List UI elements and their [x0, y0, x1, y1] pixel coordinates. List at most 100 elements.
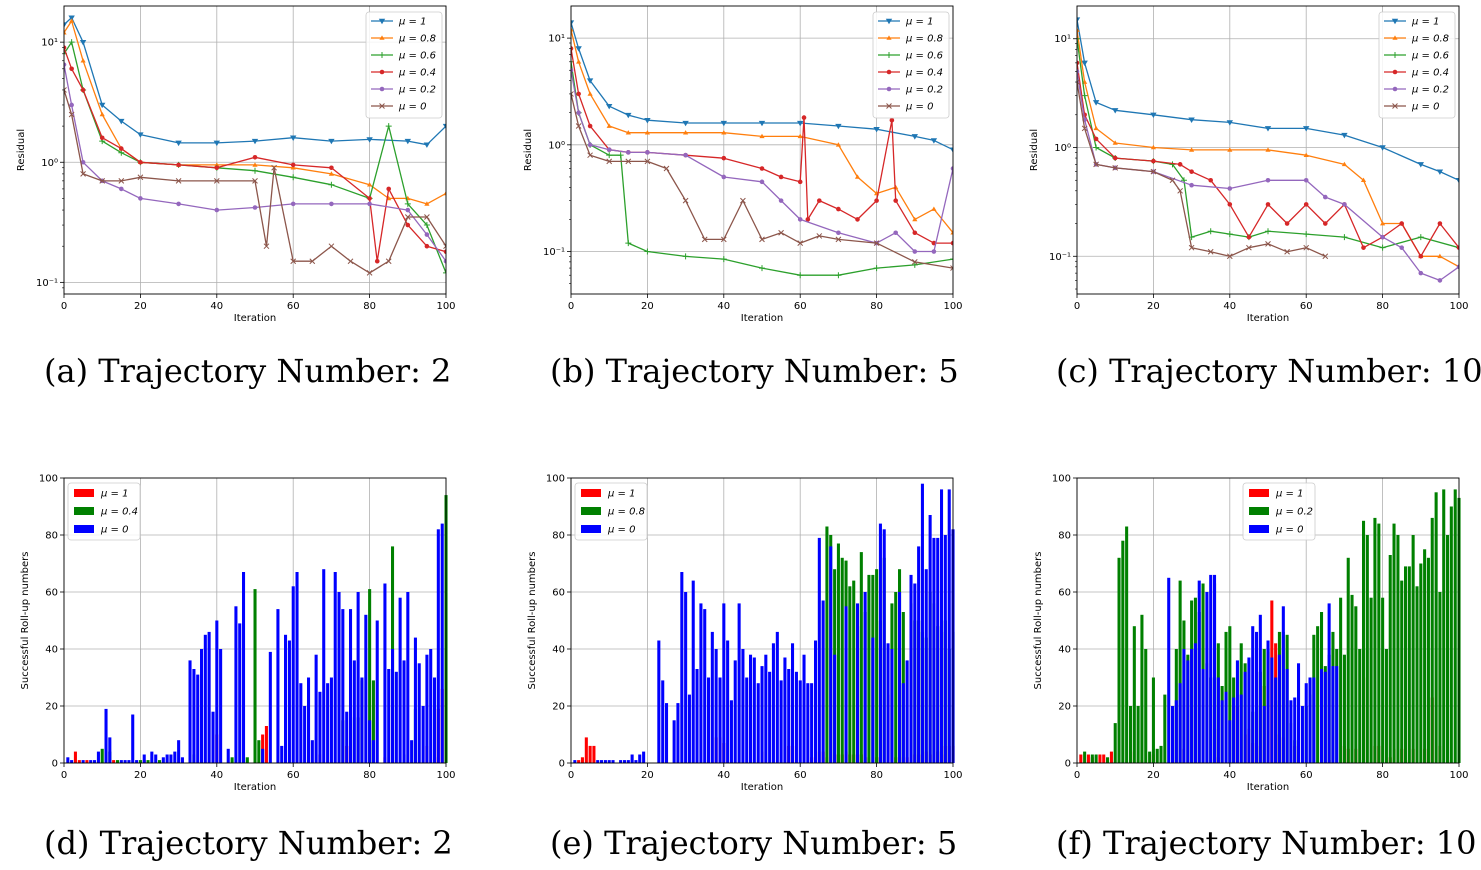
x-tick-label: 0	[1074, 301, 1080, 312]
y-tick-label: 10⁻¹	[36, 278, 58, 289]
bar	[802, 654, 806, 763]
series-6	[64, 87, 446, 276]
bar	[783, 657, 787, 763]
bar	[108, 737, 112, 763]
data-point	[1188, 117, 1195, 123]
bar	[1289, 700, 1293, 763]
data-point	[1437, 253, 1443, 259]
bar	[112, 760, 116, 763]
data-point	[1169, 177, 1176, 184]
data-point	[64, 87, 67, 93]
bar	[154, 754, 158, 763]
bar	[203, 634, 207, 764]
bar	[1109, 751, 1113, 763]
legend-swatch	[581, 525, 601, 533]
series-3	[66, 523, 444, 764]
data-point	[1303, 244, 1310, 251]
data-point	[251, 138, 259, 145]
plot-frame	[63, 5, 447, 295]
bar	[150, 751, 154, 763]
bar	[1251, 626, 1255, 763]
series-1	[64, 15, 446, 148]
bar	[276, 609, 280, 763]
bar	[936, 537, 940, 763]
bar	[391, 649, 395, 763]
data-point	[587, 123, 593, 129]
data-point	[443, 243, 446, 250]
x-tick-label: 0	[568, 770, 574, 781]
bar	[718, 677, 722, 763]
data-point	[213, 140, 220, 147]
legend-label: μ = 0.6	[1411, 51, 1449, 62]
data-point	[252, 154, 258, 160]
data-point	[625, 130, 631, 135]
data-point	[252, 167, 258, 174]
bar	[135, 760, 139, 763]
bar	[882, 529, 886, 763]
bar	[1216, 677, 1220, 763]
data-point	[873, 127, 880, 133]
x-tick-label: 20	[1147, 301, 1160, 312]
bar	[1113, 723, 1117, 763]
bar	[180, 757, 184, 763]
x-tick-label: 20	[134, 770, 147, 781]
data-point	[1188, 244, 1195, 251]
series-6	[1077, 79, 1329, 260]
data-point	[329, 201, 334, 207]
bar	[898, 592, 902, 763]
bar	[1446, 535, 1450, 763]
data-point	[835, 236, 842, 243]
data-point	[759, 265, 765, 272]
data-point	[1151, 158, 1156, 164]
legend-label: μ = 0	[1411, 102, 1439, 113]
bar	[1193, 643, 1197, 763]
bar	[1331, 666, 1335, 763]
y-axis: 0 20 40 60 80 100 Successful Roll-up numbers	[20, 474, 64, 770]
bar	[73, 751, 77, 763]
chart-panel-1: 0 20 40 60 80 100 Iteration 10⁻¹ 10⁰ 10¹ Residual μ…	[16, 5, 456, 324]
data-point	[1455, 178, 1459, 184]
bar	[814, 640, 818, 763]
data-point	[252, 205, 258, 210]
data-point	[176, 201, 181, 207]
bar	[1396, 535, 1400, 763]
data-point	[175, 140, 182, 147]
data-point	[1093, 125, 1099, 131]
y-axis-label: Residual	[1029, 129, 1040, 171]
bar	[1228, 626, 1232, 763]
data-point	[386, 186, 392, 192]
series-2	[571, 27, 953, 235]
data-point	[617, 152, 624, 159]
bar	[676, 703, 680, 763]
x-tick-label: 40	[1223, 770, 1236, 781]
bar	[402, 660, 406, 763]
data-point	[424, 201, 430, 206]
x-tick-label: 0	[61, 770, 67, 781]
bar	[1316, 626, 1320, 763]
data-point	[835, 272, 842, 279]
legend-label: μ = 0	[100, 525, 128, 536]
data-point	[950, 166, 953, 171]
x-tick-label: 80	[1376, 770, 1389, 781]
data-point	[138, 159, 143, 165]
legend-label: μ = 0.2	[905, 85, 943, 96]
series-3	[573, 483, 955, 764]
bar	[695, 669, 699, 763]
data-point	[701, 236, 708, 243]
data-point	[328, 181, 335, 188]
data-point	[854, 174, 861, 179]
data-point	[423, 222, 430, 229]
bar	[917, 546, 921, 763]
bar	[364, 614, 368, 763]
data-point	[1189, 182, 1194, 188]
bar	[253, 589, 257, 763]
x-tick-label: 100	[1449, 301, 1468, 312]
data-point	[347, 258, 354, 265]
bar	[596, 760, 600, 763]
data-point	[1265, 202, 1271, 207]
bar	[1262, 706, 1266, 763]
legend-entry: μ = 0.4	[878, 68, 943, 79]
data-point	[374, 258, 380, 264]
legend-label: μ = 0.2	[1275, 507, 1313, 518]
legend-entry: μ = 0.4	[371, 68, 436, 79]
